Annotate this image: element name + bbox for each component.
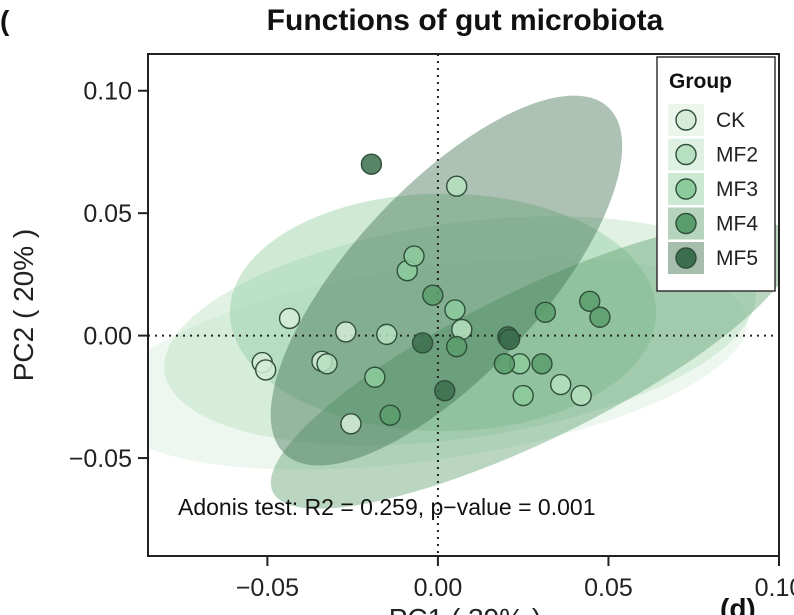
point-mf5 (434, 380, 456, 402)
y-tick-label: −0.05 (69, 445, 132, 473)
point-mf3 (512, 384, 534, 407)
point-mf3 (364, 366, 386, 388)
legend-marker-mf3 (675, 178, 697, 200)
x-axis: −0.05 0.00 0.05 0.10 (236, 556, 794, 602)
legend-label-mf5: MF5 (716, 247, 758, 270)
legend-marker-mf2 (675, 143, 697, 166)
point-mf4 (534, 301, 557, 324)
point-mf3 (403, 245, 425, 267)
point-mf4 (589, 306, 611, 328)
chart-title: Functions of gut microbiota (267, 4, 664, 37)
x-axis-label: PC1 ( 39% ) (389, 603, 542, 615)
point-ck (278, 307, 301, 330)
legend-marker-mf5 (675, 247, 697, 269)
y-tick-label: 0.00 (83, 323, 132, 351)
point-mf4 (531, 353, 553, 375)
point-mf5 (411, 332, 434, 354)
y-axis: −0.05 0.00 0.05 0.10 (69, 78, 148, 473)
point-ck (335, 321, 357, 343)
point-ck (340, 413, 362, 435)
ellipse-mf3 (229, 193, 657, 432)
legend: Group CK MF2 MF3 MF4 MF5 (656, 56, 776, 292)
legend-title: Group (669, 70, 732, 93)
ellipse-mf5 (270, 95, 623, 466)
legend-box (656, 56, 776, 292)
right-panel-label: (d) (720, 593, 756, 615)
x-tick-label: 0.10 (755, 574, 794, 602)
legend-label-ck: CK (716, 109, 745, 132)
data-points (251, 153, 611, 435)
legend-label-mf2: MF2 (716, 144, 758, 167)
y-tick-label: 0.10 (83, 78, 132, 106)
legend-label-mf4: MF4 (716, 213, 758, 236)
point-mf2 (376, 323, 398, 346)
point-mf4 (422, 284, 444, 306)
point-mf4 (579, 290, 601, 313)
point-mf4 (445, 335, 468, 358)
point-ck (254, 359, 277, 381)
point-mf4 (493, 353, 516, 375)
y-tick-label: 0.05 (83, 200, 132, 228)
point-mf5 (360, 153, 383, 175)
plot-frame (147, 53, 780, 557)
x-tick-label: 0.05 (584, 574, 633, 602)
x-tick-label: −0.05 (236, 574, 299, 602)
adonis-annotation: Adonis test: R2 = 0.259, p−value = 0.001 (178, 494, 596, 520)
point-mf3 (444, 299, 466, 321)
legend-marker-mf4 (675, 212, 697, 235)
point-mf5 (498, 328, 521, 350)
x-tick-label: 0.00 (414, 574, 463, 602)
point-mf4 (379, 404, 401, 426)
legend-marker-ck (675, 109, 697, 131)
y-axis-label: PC2 ( 20% ) (8, 229, 39, 382)
point-mf2 (570, 384, 592, 407)
point-mf2 (316, 353, 338, 375)
point-mf2 (445, 175, 468, 197)
left-panel-label: ( (0, 5, 10, 36)
point-mf2 (550, 373, 572, 396)
legend-label-mf3: MF3 (716, 178, 758, 201)
